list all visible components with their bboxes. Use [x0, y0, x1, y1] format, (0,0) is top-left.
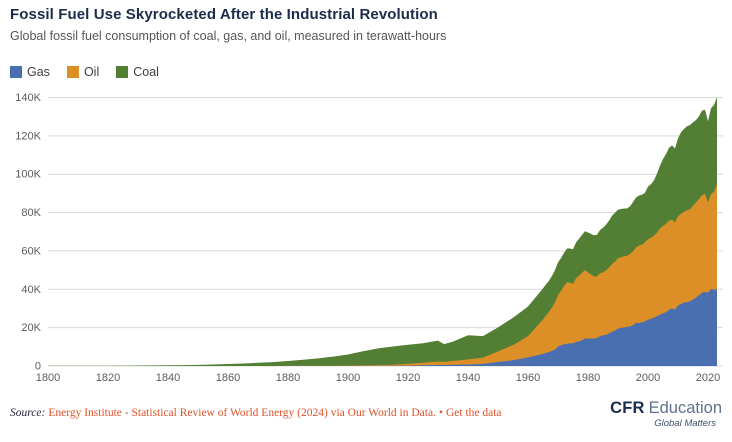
x-axis-label: 1820	[96, 372, 120, 384]
area-coal	[48, 97, 717, 366]
x-axis-label: 1960	[516, 372, 540, 384]
x-axis-label: 1980	[576, 372, 600, 384]
separator-dot: •	[438, 407, 443, 419]
y-axis-label: 140K	[15, 92, 41, 104]
logo-education: Education	[648, 399, 722, 417]
legend-item-coal: Coal	[116, 65, 159, 79]
x-axis-label: 1900	[336, 372, 360, 384]
get-data-link[interactable]: Get the data	[445, 407, 502, 419]
chart-subtitle: Global fossil fuel consumption of coal, …	[10, 29, 447, 43]
logo-cfr: CFR	[610, 399, 645, 417]
legend-item-gas: Gas	[10, 65, 50, 79]
chart-area: 0 20K 40K 60K 80K 100K 120K 140K 1800 1820 1840 186…	[0, 88, 732, 392]
cfr-education-logo: CFR Education Global Matters	[610, 399, 722, 429]
y-axis-label: 80K	[21, 207, 41, 219]
legend-swatch-gas	[10, 66, 22, 78]
area-gas	[48, 289, 717, 366]
chart-title: Fossil Fuel Use Skyrocketed After the In…	[10, 6, 438, 23]
x-axis-label: 2020	[696, 372, 720, 384]
area-oil	[48, 184, 717, 366]
x-axis-label: 2000	[636, 372, 660, 384]
y-axis-label: 20K	[21, 322, 41, 334]
logo-wordmark: CFR Education	[610, 399, 722, 418]
legend-label: Coal	[133, 65, 159, 79]
x-axis-label: 1880	[276, 372, 300, 384]
legend-swatch-coal	[116, 66, 129, 78]
legend-item-oil: Oil	[66, 65, 100, 79]
y-axis-label: 60K	[21, 245, 41, 257]
legend-swatch-oil	[66, 66, 79, 78]
x-axis-label: 1800	[36, 372, 60, 384]
source-label: Source:	[10, 407, 46, 419]
x-axis-label: 1940	[456, 372, 480, 384]
x-axis-label: 1860	[216, 372, 240, 384]
source-line: Source: Energy Institute - Statistical Re…	[10, 407, 502, 419]
logo-tagline: Global Matters	[654, 417, 716, 429]
source-link[interactable]: Energy Institute - Statistical Review of…	[48, 407, 436, 419]
y-axis-label: 40K	[21, 284, 41, 296]
x-axis-label: 1920	[396, 372, 420, 384]
legend: Gas Oil Coal	[10, 65, 159, 79]
legend-label: Oil	[83, 65, 100, 79]
y-axis-label: 100K	[15, 169, 41, 181]
y-axis-label: 120K	[15, 130, 41, 142]
stacked-area-chart: 0 20K 40K 60K 80K 100K 120K 140K 1800 1820 1840 186…	[15, 92, 723, 384]
x-axis-label: 1840	[156, 372, 180, 384]
legend-label: Gas	[27, 65, 50, 79]
y-axis-label: 0	[35, 361, 41, 373]
